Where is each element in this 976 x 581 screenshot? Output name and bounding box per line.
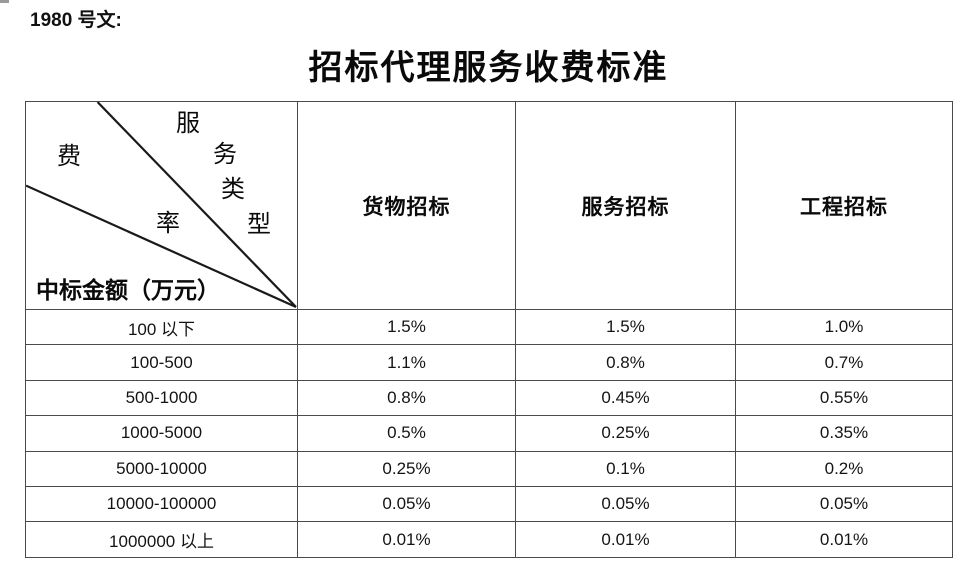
table-row: 1000000 以上 0.01% 0.01% 0.01% <box>25 521 953 558</box>
rate-cell: 0.01% <box>297 521 516 558</box>
type-axis-char: 类 <box>221 175 245 203</box>
diagonal-divider-lines <box>26 102 297 309</box>
amount-range-cell: 100-500 <box>25 344 298 381</box>
rate-cell: 0.7% <box>735 344 953 381</box>
rate-cell: 0.8% <box>515 344 736 381</box>
diagonal-header-cell: 服 务 类 型 费 率 中标金额（万元） <box>25 101 298 310</box>
rate-cell: 0.45% <box>515 379 736 417</box>
document-ref-label: 1980 号文: <box>30 10 122 31</box>
rate-cell: 1.1% <box>297 344 516 381</box>
rate-axis-char: 费 <box>57 142 81 170</box>
rate-cell: 0.05% <box>515 485 736 523</box>
amount-range-cell: 100 以下 <box>25 308 298 346</box>
document-title: 招标代理服务收费标准 <box>308 48 669 88</box>
rate-cell: 0.05% <box>735 485 953 523</box>
rate-cell: 0.05% <box>297 485 516 523</box>
rate-cell: 0.35% <box>735 415 953 452</box>
rate-cell: 1.5% <box>297 308 516 346</box>
rate-cell: 0.1% <box>515 450 736 487</box>
table-row: 10000-100000 0.05% 0.05% 0.05% <box>25 485 953 523</box>
type-axis-char: 务 <box>213 140 237 168</box>
rate-cell: 0.5% <box>297 415 516 452</box>
table-row: 500-1000 0.8% 0.45% 0.55% <box>25 379 953 417</box>
type-axis-char: 型 <box>247 210 271 238</box>
column-header-service-bidding: 服务招标 <box>515 101 736 310</box>
column-header-works-bidding: 工程招标 <box>735 101 953 310</box>
table-row: 100 以下 1.5% 1.5% 1.0% <box>25 308 953 346</box>
page-edge-fragment <box>0 0 9 3</box>
amount-range-cell: 1000000 以上 <box>25 521 298 558</box>
rate-cell: 1.5% <box>515 308 736 346</box>
rate-cell: 0.01% <box>735 521 953 558</box>
amount-range-cell: 5000-10000 <box>25 450 298 487</box>
amount-range-cell: 500-1000 <box>25 379 298 417</box>
rate-cell: 0.8% <box>297 379 516 417</box>
fee-standard-table: 服 务 类 型 费 率 中标金额（万元） 货物招标 服务招标 工程招标 100 … <box>25 101 953 558</box>
rate-cell: 0.25% <box>297 450 516 487</box>
rate-cell: 1.0% <box>735 308 953 346</box>
amount-range-cell: 1000-5000 <box>25 415 298 452</box>
rate-axis-char: 率 <box>156 209 180 237</box>
amount-range-cell: 10000-100000 <box>25 485 298 523</box>
type-axis-char: 服 <box>176 109 200 137</box>
table-row: 100-500 1.1% 0.8% 0.7% <box>25 344 953 381</box>
table-row: 1000-5000 0.5% 0.25% 0.35% <box>25 415 953 452</box>
rate-cell: 0.25% <box>515 415 736 452</box>
table-row: 5000-10000 0.25% 0.1% 0.2% <box>25 450 953 487</box>
rate-cell: 0.01% <box>515 521 736 558</box>
rate-cell: 0.55% <box>735 379 953 417</box>
column-header-goods-bidding: 货物招标 <box>297 101 516 310</box>
table-header-row: 服 务 类 型 费 率 中标金额（万元） 货物招标 服务招标 工程招标 <box>25 101 953 310</box>
row-axis-label: 中标金额（万元） <box>36 277 220 304</box>
rate-cell: 0.2% <box>735 450 953 487</box>
